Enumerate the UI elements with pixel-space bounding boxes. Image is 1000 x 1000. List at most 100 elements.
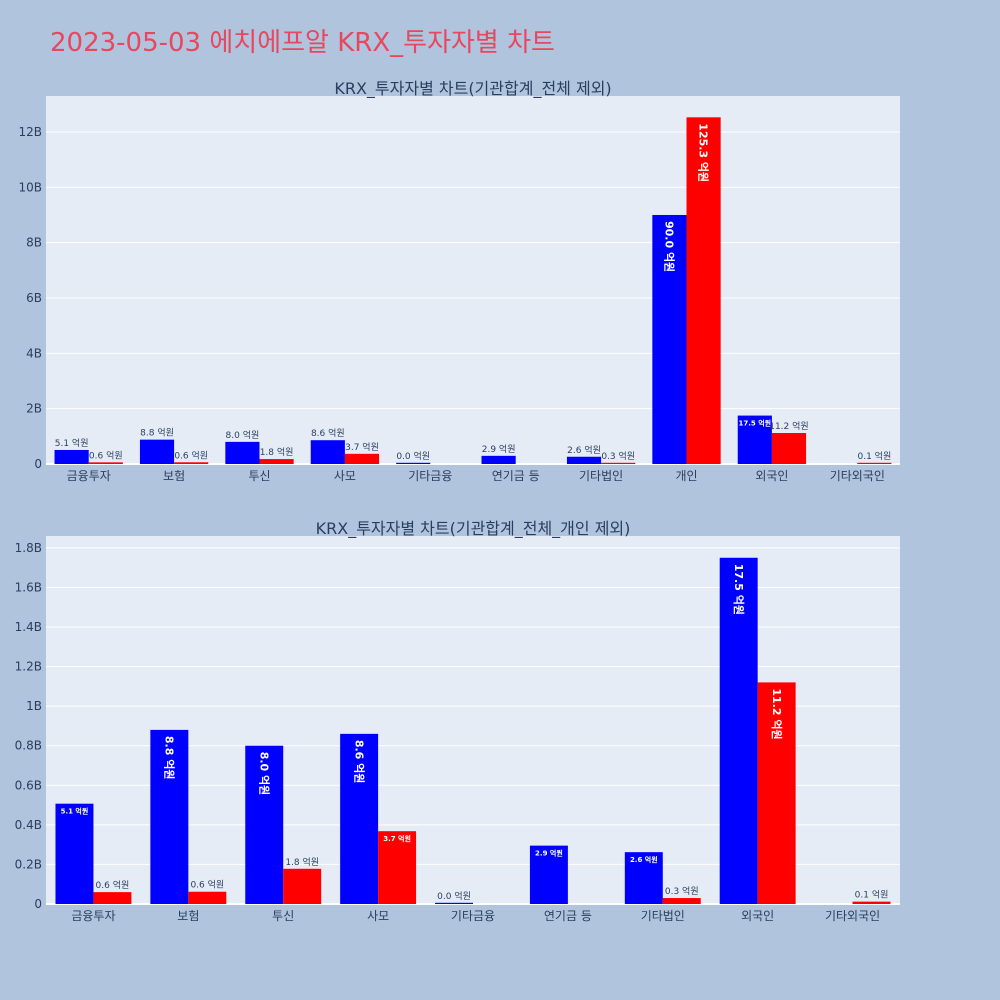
x-tick-label: 기타법인: [641, 909, 685, 923]
x-tick-label: 기타금융: [408, 469, 452, 483]
data-label: 125.3 억원: [697, 123, 711, 182]
data-label: 0.1 억원: [855, 889, 889, 901]
x-tick-label: 기타금융: [451, 909, 495, 923]
y-tick-label: 0: [34, 897, 42, 911]
y-tick-label: 0.6B: [15, 778, 42, 792]
y-tick-label: 1.6B: [15, 580, 42, 594]
bar-series-1: [737, 415, 772, 464]
bar-series-1: [340, 733, 379, 904]
plot-area: [46, 96, 900, 464]
y-tick-label: 10B: [18, 180, 42, 194]
chart-title: KRX_투자자별 차트(기관합계_전체_개인 제외): [316, 519, 631, 539]
x-tick-label: 기타외국인: [825, 909, 880, 923]
y-tick-label: 0.8B: [15, 739, 42, 753]
bar-series-1: [150, 729, 189, 904]
data-label: 0.6 억원: [96, 879, 130, 891]
y-tick-label: 0.4B: [15, 818, 42, 832]
y-tick-label: 1B: [26, 699, 42, 713]
bar-series-2: [686, 117, 721, 464]
data-label: 0.0 억원: [396, 450, 430, 462]
bar-series-2: [283, 868, 322, 904]
data-label: 8.6 억원: [352, 740, 366, 784]
bar-series-1: [624, 852, 663, 904]
bar-series-1: [225, 441, 260, 464]
data-label: 2.6 억원: [630, 855, 658, 864]
data-label: 0.6 억원: [174, 449, 208, 461]
data-label: 8.0 억원: [226, 429, 260, 441]
data-label: 8.8 억원: [140, 427, 174, 439]
data-label: 1.8 억원: [285, 856, 319, 868]
x-tick-label: 투신: [248, 469, 270, 483]
x-tick-label: 사모: [367, 909, 389, 923]
bar-series-1: [719, 557, 758, 904]
data-label: 8.6 억원: [311, 427, 345, 439]
y-tick-label: 6B: [26, 291, 42, 305]
bar-series-2: [259, 459, 294, 464]
y-tick-label: 0.2B: [15, 857, 42, 871]
data-label: 0.1 억원: [858, 450, 892, 462]
data-label: 17.5 억원: [732, 564, 746, 615]
chart-bottom: 0 0.2B 0.4B 0.6B 0.8B 1B 1.2B 1.4B 1.6B 1.8B KRX_투…: [15, 519, 900, 923]
data-label: 3.7 억원: [345, 441, 379, 453]
data-label: 2.9 억원: [535, 849, 563, 858]
x-tick-label: 투신: [272, 909, 294, 923]
x-tick-label: 개인: [675, 469, 697, 483]
bar-series-1: [310, 440, 345, 464]
bar-series-2: [852, 901, 891, 904]
data-label: 1.8 억원: [260, 446, 294, 458]
x-tick-label: 외국인: [741, 909, 774, 923]
bar-series-2: [857, 462, 892, 464]
data-label: 11.2 억원: [769, 420, 808, 432]
bar-series-1: [245, 745, 284, 904]
data-label: 0.6 억원: [89, 449, 123, 461]
bar-series-2: [378, 831, 417, 904]
data-label: 8.8 억원: [163, 736, 177, 780]
x-tick-label: 기타외국인: [830, 469, 885, 483]
bar-series-1: [139, 439, 175, 464]
y-tick-label: 1.4B: [15, 620, 42, 634]
data-label: 2.6 억원: [567, 444, 601, 456]
y-tick-label: 8B: [26, 236, 42, 250]
data-label: 0.3 억원: [665, 885, 699, 897]
data-label: 2.9 억원: [482, 443, 516, 455]
x-tick-label: 보험: [177, 909, 199, 923]
bar-series-1: [396, 462, 431, 464]
bar-series-2: [88, 462, 123, 464]
data-label: 0.6 억원: [190, 879, 224, 891]
bar-series-2: [601, 462, 636, 464]
x-tick-label: 금융투자: [67, 469, 111, 483]
x-tick-label: 연기금 등: [544, 909, 592, 923]
bar-series-2: [188, 891, 227, 904]
bar-series-1: [566, 456, 602, 464]
chart-title: KRX_투자자별 차트(기관합계_전체 제외): [334, 79, 611, 99]
bar-series-1: [652, 214, 687, 464]
bar-series-1: [481, 455, 516, 464]
data-label: 90.0 억원: [663, 221, 677, 272]
data-label: 11.2 억원: [770, 688, 784, 739]
data-label: 17.5 억원: [739, 419, 772, 428]
data-label: 5.1 억원: [61, 807, 89, 816]
bar-series-1: [529, 845, 568, 904]
bar-series-1: [54, 449, 89, 464]
page-title: 2023-05-03 에치에프알 KRX_투자자별 차트: [50, 28, 555, 58]
x-tick-label: 연기금 등: [492, 469, 540, 483]
data-label: 8.0 억원: [257, 752, 271, 796]
bar-series-2: [771, 433, 807, 464]
x-tick-label: 외국인: [755, 469, 788, 483]
data-label: 5.1 억원: [55, 437, 89, 449]
bar-series-1: [435, 902, 473, 904]
x-tick-label: 기타법인: [579, 469, 623, 483]
x-tick-label: 사모: [334, 469, 356, 483]
bar-series-2: [174, 462, 209, 464]
y-tick-label: 2B: [26, 402, 42, 416]
bar-series-2: [662, 898, 701, 904]
y-tick-label: 12B: [18, 125, 42, 139]
chart-top: 0 2B 4B 6B 8B 10B 12B KRX_투자자별 차트(기관합계_전체 제외) 금융…: [18, 79, 900, 483]
bar-series-2: [757, 682, 796, 904]
y-tick-label: 1.8B: [15, 541, 42, 555]
bar-series-2: [93, 892, 132, 904]
x-tick-label: 보험: [163, 469, 185, 483]
bar-series-2: [344, 453, 380, 464]
x-tick-label: 금융투자: [71, 909, 115, 923]
y-tick-label: 0: [34, 457, 42, 471]
